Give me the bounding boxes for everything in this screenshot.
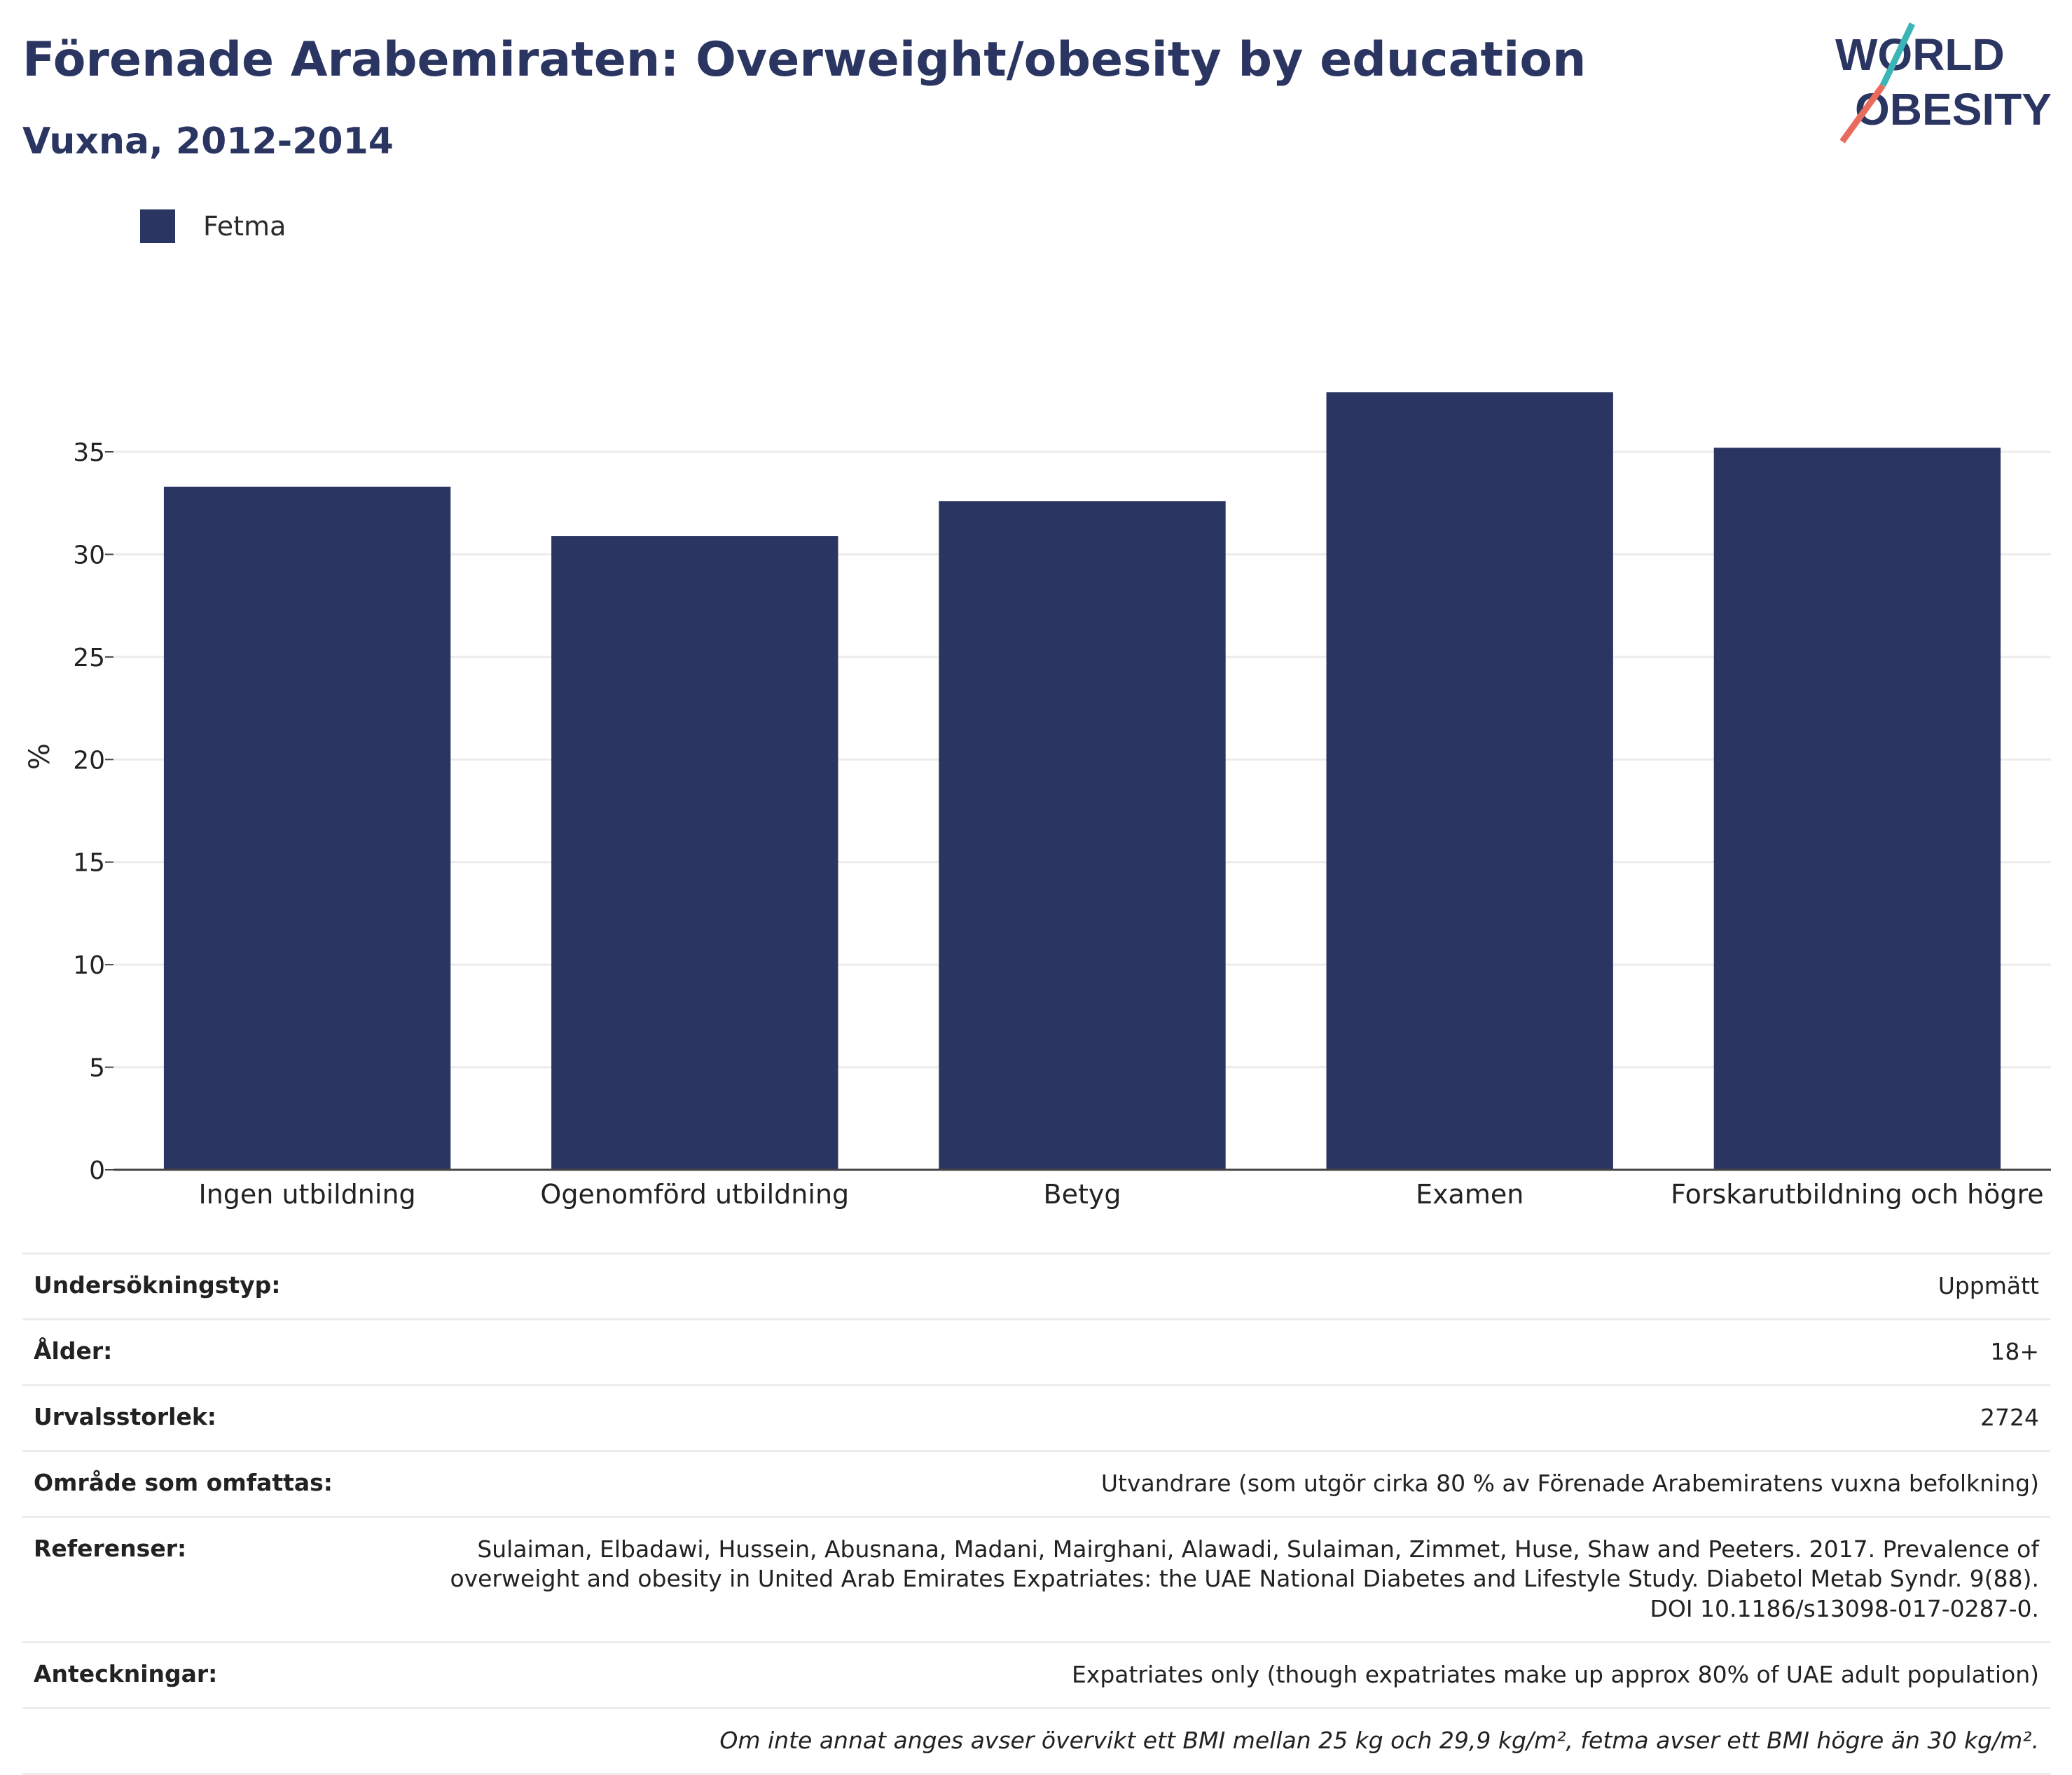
- x-tick-label: Forskarutbildning och högre: [1671, 1179, 2044, 1210]
- x-tick-label: Betyg: [1044, 1179, 1121, 1210]
- svg-text:WORLD: WORLD: [1835, 29, 2005, 80]
- meta-label: Område som omfattas:: [34, 1468, 333, 1496]
- svg-text:OBESITY: OBESITY: [1855, 84, 2052, 134]
- y-tick-label: 5: [89, 1054, 105, 1083]
- meta-label: Anteckningar:: [34, 1660, 218, 1688]
- bar: [939, 501, 1226, 1170]
- world-obesity-logo: WORLD OBESITY: [1835, 22, 2052, 144]
- y-tick-label: 35: [73, 438, 105, 467]
- y-tick-label: 10: [73, 951, 105, 980]
- y-tick-label: 20: [73, 746, 105, 775]
- chart-legend: Fetma: [140, 209, 286, 244]
- y-tick-label: 30: [73, 541, 105, 569]
- bar: [163, 486, 451, 1170]
- bar-chart: 0 5 10 15 20 25 30 35 Ingen utbildning Ogenomförd…: [24, 392, 2051, 1210]
- legend-label-fetma: Fetma: [203, 211, 286, 242]
- meta-label: Urvalsstorlek:: [34, 1402, 217, 1430]
- y-tick-label: 15: [73, 849, 105, 878]
- y-tick-label: 25: [73, 644, 105, 672]
- meta-value: Utvandrare (som utgör cirka 80 % av Före…: [1100, 1469, 2039, 1497]
- meta-value: Sulaiman, Elbadawi, Hussein, Abusnana, M…: [450, 1535, 2039, 1623]
- meta-row-footnote: Om inte annat anges avser övervikt ett B…: [22, 1707, 2050, 1775]
- meta-label: Ålder:: [34, 1337, 113, 1365]
- bar: [1713, 448, 2001, 1170]
- chart-subtitle: Vuxna, 2012-2014: [22, 120, 394, 163]
- bar: [1326, 392, 1613, 1170]
- meta-label: Undersökningstyp:: [34, 1271, 281, 1299]
- meta-value: 18+: [1990, 1337, 2039, 1365]
- y-axis-label: %: [24, 743, 56, 770]
- meta-row-sample-size: Urvalsstorlek: 2724: [22, 1383, 2050, 1450]
- y-tick-label: 0: [89, 1156, 105, 1185]
- meta-value: 2724: [1980, 1403, 2039, 1431]
- bmi-footnote: Om inte annat anges avser övervikt ett B…: [719, 1727, 2039, 1755]
- meta-row-area: Område som omfattas: Utvandrare (som utg…: [22, 1449, 2050, 1516]
- meta-row-survey-type: Undersökningstyp: Uppmätt: [22, 1252, 2050, 1318]
- metadata-table: Undersökningstyp: Uppmätt Ålder: 18+ Urv…: [22, 1252, 2050, 1775]
- meta-row-references: Referenser: Sulaiman, Elbadawi, Hussein,…: [22, 1515, 2050, 1642]
- meta-value: Uppmätt: [1938, 1272, 2039, 1299]
- x-tick-label: Ogenomförd utbildning: [540, 1179, 849, 1210]
- x-tick-label: Ingen utbildning: [199, 1179, 416, 1210]
- meta-value: Expatriates only (though expatriates mak…: [1071, 1661, 2039, 1689]
- meta-row-age: Ålder: 18+: [22, 1318, 2050, 1384]
- meta-label: Referenser:: [34, 1534, 187, 1562]
- meta-row-notes: Anteckningar: Expatriates only (though e…: [22, 1641, 2050, 1707]
- chart-title: Förenade Arabemiraten: Overweight/obesit…: [22, 32, 1587, 88]
- x-tick-label: Examen: [1416, 1179, 1524, 1210]
- bar: [551, 536, 838, 1170]
- legend-swatch-fetma: [140, 209, 175, 243]
